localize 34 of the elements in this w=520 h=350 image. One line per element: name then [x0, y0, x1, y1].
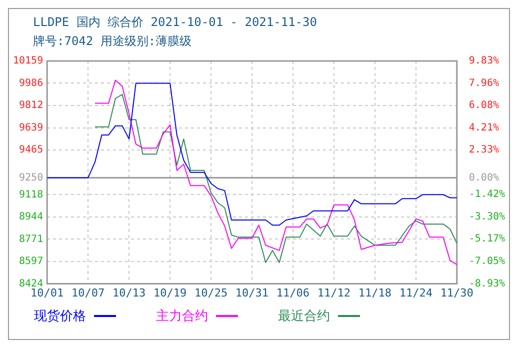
- x-tick-label: 10/19: [153, 286, 187, 300]
- y-tick-label: 9118: [19, 189, 44, 200]
- y2-tick-label: -7.05%: [468, 256, 505, 268]
- x-tick-label: 11/06: [276, 286, 310, 300]
- x-tick-label: 11/24: [399, 286, 433, 300]
- chart-title: LLDPE 国内 综合价 2021-10-01 - 2021-11-30: [33, 14, 318, 31]
- y2-tick-label: -1.42%: [468, 189, 505, 200]
- x-tick-label: 10/25: [194, 286, 228, 300]
- y-tick-label: 8597: [19, 256, 44, 268]
- y2-tick-label: 7.96%: [468, 78, 499, 89]
- x-tick-label: 11/18: [358, 286, 392, 300]
- y2-tick-label: 2.33%: [468, 144, 499, 156]
- y2-tick-label: 6.08%: [468, 100, 499, 112]
- y2-tick-label: 4.21%: [468, 122, 499, 134]
- y-tick-label: 9465: [19, 144, 44, 156]
- y-tick-label: 9639: [19, 122, 44, 134]
- y-tick-label: 9812: [19, 100, 44, 112]
- y2-tick-label: -3.30%: [468, 212, 505, 223]
- y-tick-label: 9250: [19, 172, 44, 184]
- y-tick-label: 9986: [19, 78, 44, 89]
- x-tick-label: 11/12: [317, 286, 351, 300]
- x-tick-label: 10/07: [72, 286, 105, 300]
- y-tick-label: 8944: [19, 212, 44, 223]
- legend-label: 最近合约: [278, 308, 330, 325]
- chart-subtitle: 牌号:7042 用途级别:薄膜级: [33, 33, 193, 50]
- legend-label: 主力合约: [156, 308, 208, 325]
- x-tick-label: 10/31: [235, 286, 269, 300]
- y2-tick-label: 9.83%: [468, 56, 499, 67]
- legend-label: 现货价格: [34, 308, 86, 325]
- y-tick-label: 8771: [19, 234, 44, 245]
- y2-tick-label: 0.00%: [468, 172, 499, 184]
- y2-tick-label: -5.17%: [468, 234, 505, 245]
- y-tick-label: 10159: [12, 56, 44, 67]
- x-tick-label: 10/13: [112, 286, 146, 300]
